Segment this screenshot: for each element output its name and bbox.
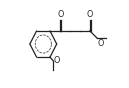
- Text: O: O: [57, 10, 63, 19]
- Text: O: O: [98, 39, 104, 48]
- Text: O: O: [87, 10, 93, 19]
- Text: O: O: [54, 56, 60, 65]
